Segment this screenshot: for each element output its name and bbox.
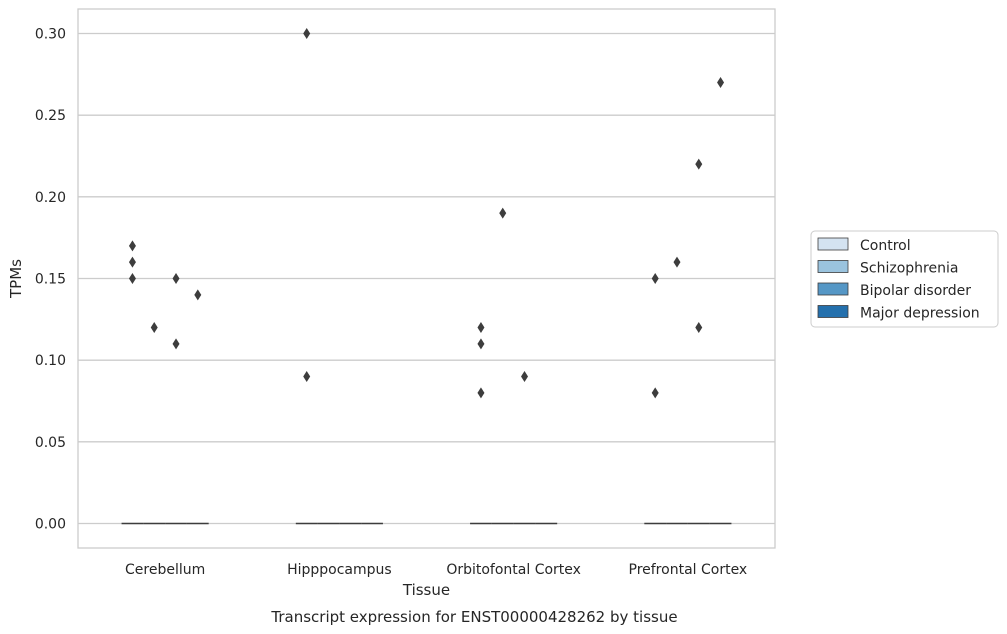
plot-frame [77, 8, 776, 549]
legend-label: Bipolar disorder [860, 283, 971, 299]
outlier-point [303, 28, 311, 39]
y-axis-title: TPMs [7, 259, 25, 299]
outlier-point [477, 322, 485, 333]
legend-swatch [817, 282, 849, 296]
outlier-point [477, 387, 485, 399]
outlier-point [194, 289, 202, 301]
legend-label: Control [860, 238, 911, 254]
outlier-point [172, 338, 180, 350]
y-tick-label: 0.10 [35, 353, 66, 369]
outlier-point [303, 371, 311, 382]
outlier-point [477, 338, 485, 350]
outlier-point [695, 158, 703, 170]
x-tick-label: Orbitofontal Cortex [446, 562, 581, 578]
outlier-point [651, 387, 659, 399]
legend-swatch [817, 237, 849, 251]
outlier-point [695, 322, 703, 333]
outlier-point [717, 77, 725, 88]
outlier-point [128, 240, 136, 252]
outlier-point [521, 371, 529, 382]
legend: Control Schizophrenia Bipolar disorder Majo… [810, 230, 999, 328]
x-tick-labels: Cerebellum Hipppocampus Orbitofontal Corte… [125, 562, 747, 578]
legend-frame [810, 230, 999, 328]
grid-layer [78, 32, 775, 525]
outlier-point [673, 256, 681, 268]
outlier-point [128, 256, 136, 268]
x-tick-label: Hipppocampus [287, 562, 392, 578]
y-tick-label: 0.15 [35, 272, 66, 288]
chart-caption: Transcript expression for ENST0000042826… [270, 608, 677, 626]
y-tick-label: 0.30 [35, 27, 66, 43]
outlier-points [128, 28, 725, 399]
outlier-point [651, 273, 659, 284]
outlier-point [172, 273, 180, 284]
outlier-point [499, 207, 507, 219]
y-tick-label: 0.00 [35, 517, 66, 533]
y-tick-labels: 0.00 0.05 0.10 0.15 0.20 0.25 0.30 [35, 27, 66, 533]
legend-label: Schizophrenia [860, 261, 958, 277]
legend-swatch [817, 305, 849, 318]
legend-swatch [817, 260, 849, 273]
x-axis-title: Tissue [402, 581, 450, 599]
outlier-point [128, 273, 136, 284]
y-tick-label: 0.25 [35, 108, 66, 124]
legend-label: Major depression [860, 306, 980, 322]
x-tick-label: Cerebellum [125, 562, 205, 578]
x-tick-label: Prefrontal Cortex [629, 562, 748, 578]
y-tick-label: 0.20 [35, 190, 66, 206]
outlier-point [150, 322, 158, 333]
y-tick-label: 0.05 [35, 435, 66, 451]
